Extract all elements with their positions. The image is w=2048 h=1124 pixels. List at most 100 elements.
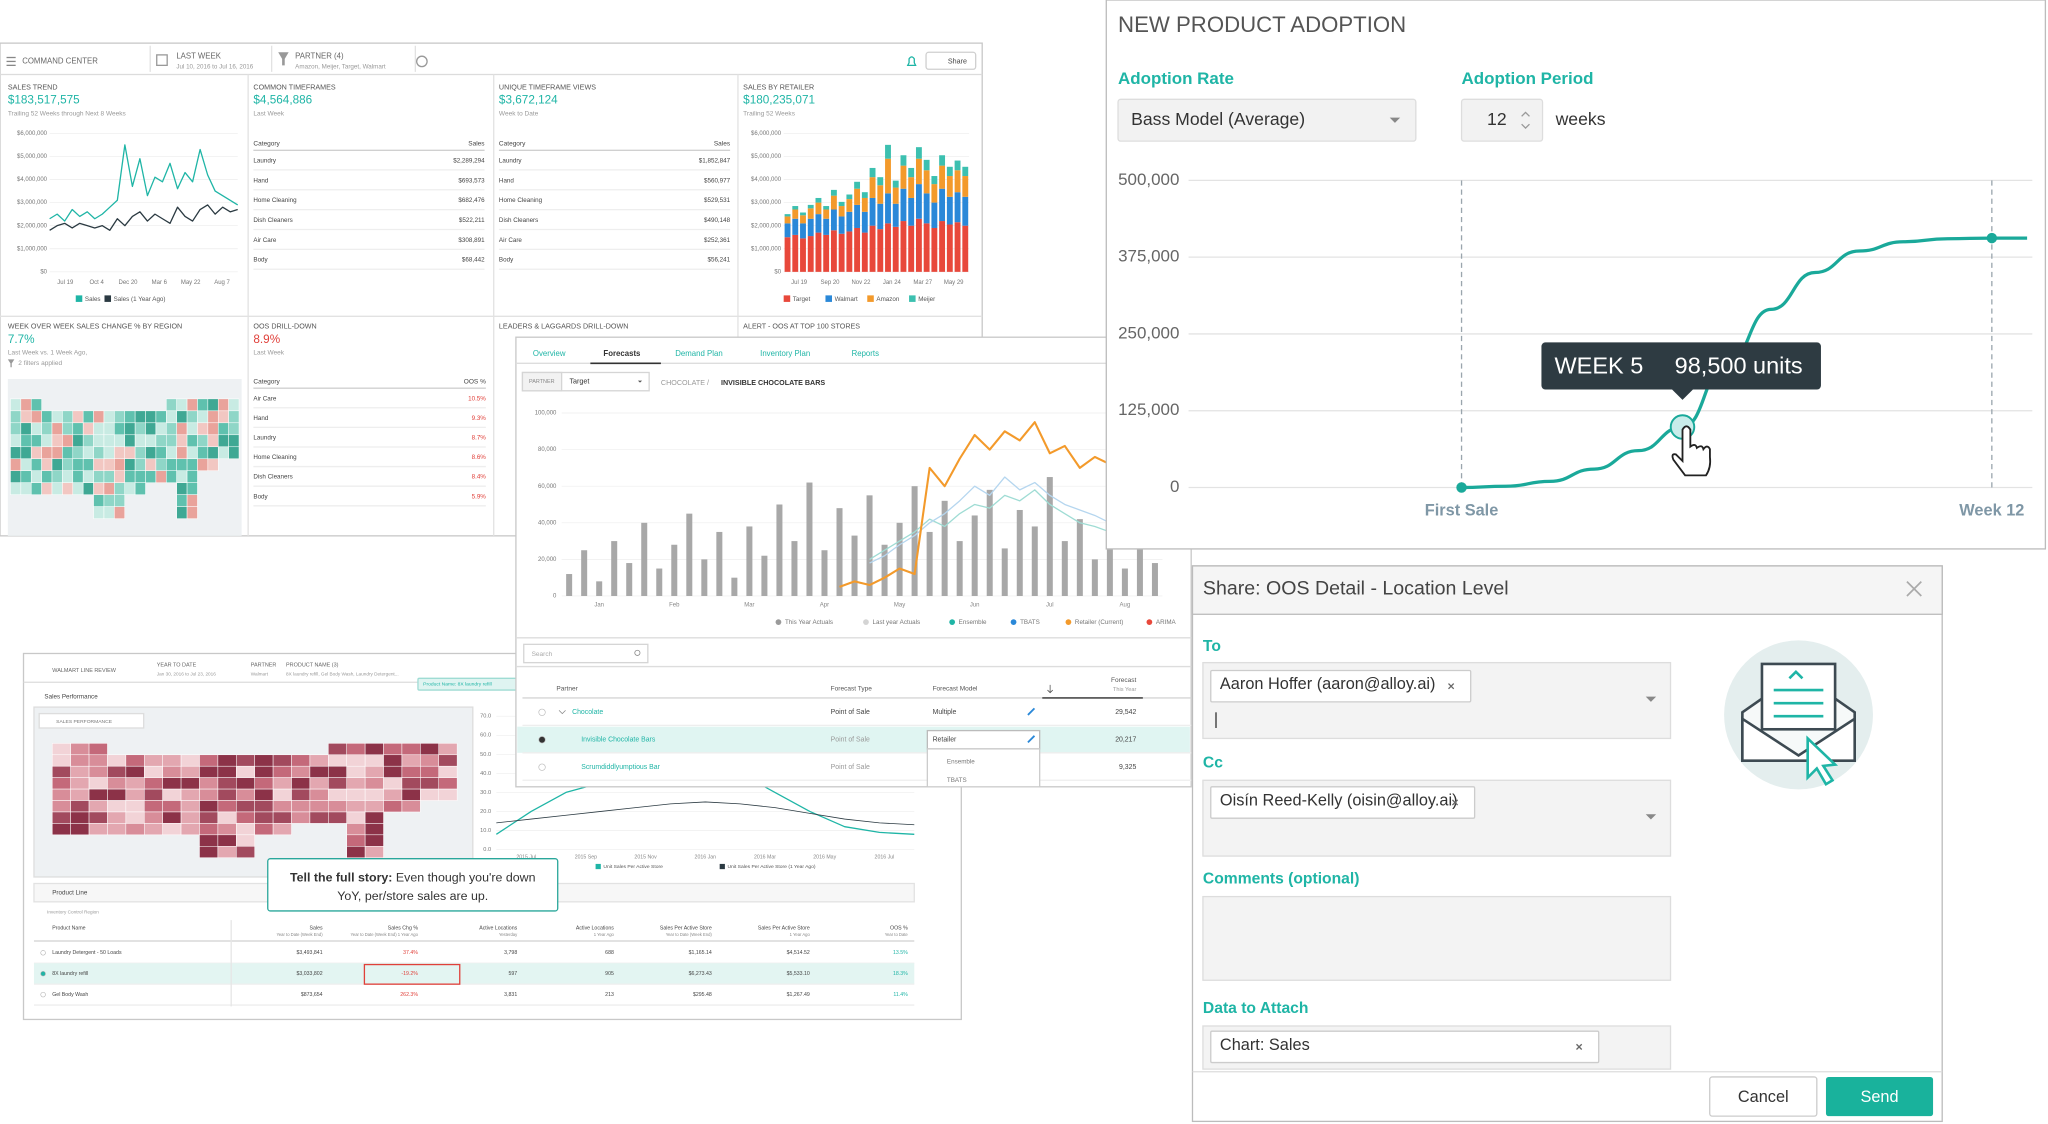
map-region <box>438 754 458 767</box>
map-region <box>199 823 219 836</box>
input-value[interactable]: 12 <box>1487 109 1507 129</box>
map-region <box>383 777 403 790</box>
column-header: Category <box>499 140 526 147</box>
bar-segment <box>861 211 868 233</box>
map-region <box>199 846 219 858</box>
map-region <box>291 765 311 778</box>
tab[interactable]: Inventory Plan <box>760 349 810 358</box>
map-region <box>328 777 347 790</box>
map-region <box>88 777 108 790</box>
share-button-label[interactable]: Share <box>948 57 967 65</box>
map-region <box>41 446 53 460</box>
expand-icon[interactable] <box>558 710 566 715</box>
row-label: Body <box>253 257 268 264</box>
recipient-chip <box>1210 1030 1600 1064</box>
cell-value: $1,165.14 <box>689 950 712 956</box>
map-region <box>401 765 421 778</box>
bar-segment <box>861 192 868 198</box>
map-region <box>51 811 71 824</box>
edit-icon[interactable] <box>1027 735 1036 744</box>
period-input[interactable] <box>1460 98 1544 142</box>
row-value: $522,211 <box>459 217 485 224</box>
row-radio[interactable] <box>538 736 546 744</box>
spinner-icon[interactable] <box>1521 111 1530 130</box>
send-label[interactable]: Send <box>1860 1088 1898 1106</box>
row-radio[interactable] <box>538 708 546 716</box>
map-region <box>114 482 125 495</box>
select-value[interactable]: Target <box>569 378 589 386</box>
map-region <box>364 743 384 756</box>
dropdown-option[interactable]: Ensemble <box>947 759 975 766</box>
x-tick-label: Mar <box>744 603 754 609</box>
map-region <box>145 458 157 471</box>
bar-segment <box>885 193 891 224</box>
bar-segment <box>946 166 953 177</box>
search-box[interactable] <box>523 643 649 664</box>
row-radio[interactable] <box>40 950 46 956</box>
map-region <box>420 788 439 801</box>
tab[interactable]: Reports <box>852 349 879 358</box>
add-filter-icon[interactable] <box>416 55 428 68</box>
map-region <box>93 446 105 460</box>
row-label[interactable]: Chocolate <box>572 709 603 716</box>
bar-segment <box>900 165 907 189</box>
x-tick-label: Oct 4 <box>89 280 104 286</box>
map-region <box>180 754 200 767</box>
chip-remove-icon[interactable] <box>1576 1043 1583 1050</box>
bar-segment <box>823 234 830 272</box>
map-region <box>186 398 198 412</box>
map-region <box>176 434 188 448</box>
tab[interactable]: Demand Plan <box>675 349 722 358</box>
map-region <box>180 777 200 790</box>
row-label: Laundry Detergent - 50 Loads <box>52 950 122 956</box>
bar-segment <box>892 203 899 227</box>
map-region <box>364 800 384 813</box>
row-radio[interactable] <box>538 763 546 771</box>
column-header: Sales <box>310 925 323 931</box>
legend-swatch <box>783 295 791 302</box>
y-tick-label: 60.0 <box>480 733 491 739</box>
map-region <box>124 410 136 424</box>
tab[interactable]: Overview <box>533 349 566 358</box>
map-region <box>41 482 53 495</box>
bar <box>656 568 663 596</box>
sort-icon[interactable] <box>1047 684 1054 694</box>
row-label[interactable]: Invisible Chocolate Bars <box>581 737 656 744</box>
comments-input[interactable] <box>1202 895 1672 981</box>
dropdown-option[interactable]: TBATS <box>947 777 967 784</box>
search-placeholder: Search <box>532 651 553 658</box>
select-value[interactable]: Bass Model (Average) <box>1131 109 1305 129</box>
tab-label[interactable]: Product Line <box>52 889 88 896</box>
bar-segment <box>792 209 799 219</box>
cell-value: 262.3% <box>400 992 418 998</box>
curve-endpoint <box>1456 482 1467 493</box>
map-region <box>70 754 90 767</box>
map-region <box>217 410 229 424</box>
cancel-label[interactable]: Cancel <box>1738 1088 1789 1106</box>
edit-icon[interactable] <box>1027 707 1036 716</box>
map-region <box>162 765 182 778</box>
row-radio[interactable] <box>40 991 46 998</box>
map-region <box>291 754 311 767</box>
x-tick-label: Jan 24 <box>883 280 902 286</box>
chip-remove-icon[interactable] <box>1451 799 1459 806</box>
bar-segment <box>892 187 899 204</box>
map-region <box>383 743 403 756</box>
map-region <box>162 777 182 790</box>
bar-segment <box>885 144 891 159</box>
bell-icon[interactable] <box>906 56 917 67</box>
rate-select[interactable] <box>1117 98 1417 142</box>
share-button[interactable] <box>925 51 977 70</box>
tab[interactable]: Forecasts <box>603 349 641 358</box>
row-label[interactable]: Scrumdiddlyumptious Bar <box>581 764 660 771</box>
row-radio[interactable] <box>40 971 46 977</box>
map-region <box>176 398 188 412</box>
tab-label[interactable]: Sales Performance <box>44 693 98 700</box>
map-region <box>20 458 32 471</box>
close-icon[interactable] <box>1906 581 1922 597</box>
column-subheader: This Year <box>1113 687 1137 693</box>
cancel-button[interactable] <box>1709 1076 1818 1117</box>
send-button[interactable] <box>1825 1076 1934 1117</box>
row-label: Air Care <box>499 237 522 244</box>
chip-remove-icon[interactable] <box>1448 683 1455 690</box>
